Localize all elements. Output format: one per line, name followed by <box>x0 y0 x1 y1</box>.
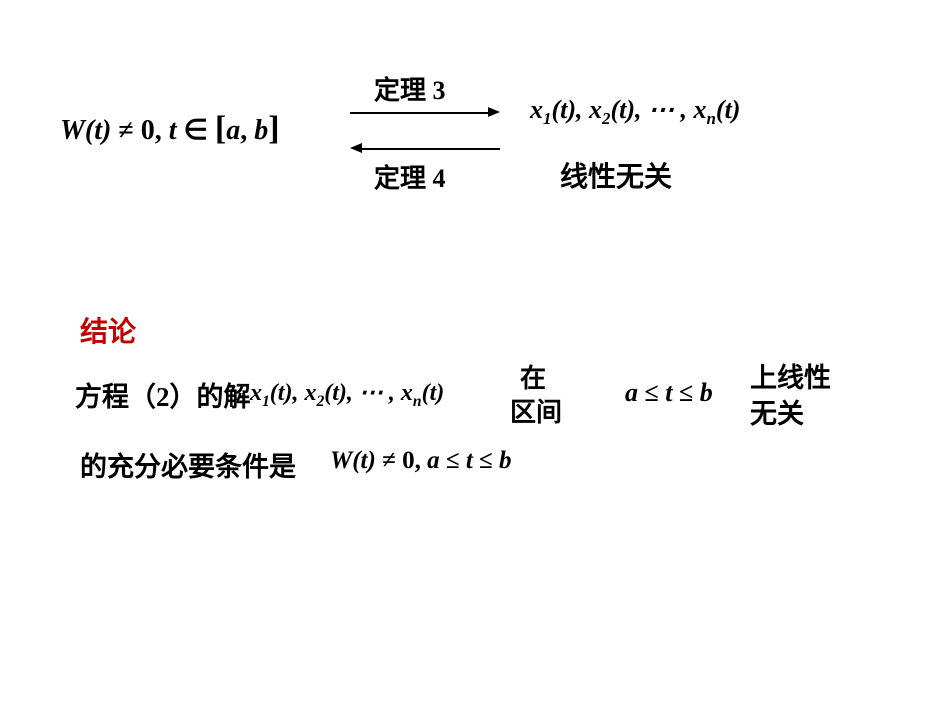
oftn: (t) <box>716 95 741 124</box>
conclusion-wuguan: 无关 <box>750 392 804 431</box>
sym-rbr: ] <box>268 110 279 147</box>
c-x2: x <box>304 380 316 406</box>
sym-of-t: (t) <box>85 115 111 146</box>
c-a: a <box>625 378 638 407</box>
c-b: b <box>700 378 713 407</box>
sym-W: W <box>60 115 85 146</box>
c2-neq: ≠ <box>376 447 402 474</box>
c2-W: W <box>330 447 352 474</box>
c-le2: ≤ <box>673 378 700 407</box>
sym-neq: ≠ <box>111 115 140 146</box>
c-xn: x <box>401 380 413 406</box>
c-le1: ≤ <box>638 378 665 407</box>
c-x1: x <box>250 380 262 406</box>
c2-a: a <box>427 447 440 474</box>
sym-zero: 0, <box>141 115 169 146</box>
conclusion-line1-solutions: x1(t), x2(t), ⋯ , xn(t) <box>250 378 444 411</box>
c2-le2: ≤ <box>473 447 499 474</box>
c-oft2: (t), ⋯ , <box>324 380 401 406</box>
c2-oft: (t) <box>352 447 376 474</box>
conclusion-line2-prefix: 的充分必要条件是 <box>80 445 296 484</box>
solution-list-expr: x1(t), x2(t), ⋯ , xn(t) <box>530 95 740 129</box>
oft2: (t), ⋯ , <box>610 95 693 124</box>
c2-t: t <box>466 447 473 474</box>
conclusion-line2-expr: W(t) ≠ 0, a ≤ t ≤ b <box>330 447 512 475</box>
conclusion-qujian: 区间 <box>510 392 562 429</box>
conclusion-label: 结论 <box>80 310 136 350</box>
sym-comma: , <box>240 115 254 146</box>
xn: x <box>694 95 707 124</box>
linear-indep-label: 线性无关 <box>560 155 672 195</box>
c-s1: 1 <box>262 393 270 410</box>
theorem3-label: 定理 3 <box>374 70 446 107</box>
conclusion-line1-prefix: 方程（2）的解 <box>75 375 251 414</box>
c-t: t <box>665 378 672 407</box>
c-sn: n <box>413 393 422 410</box>
sym-a: a <box>226 115 240 146</box>
c2-zero: 0, <box>402 447 427 474</box>
conclusion-shangxianxing: 上线性 <box>750 356 831 395</box>
arrow-bottom-head <box>350 143 362 153</box>
c-oftn: (t) <box>422 380 445 406</box>
sym-lbr: [ <box>215 110 226 147</box>
oft1: (t), <box>551 95 589 124</box>
conclusion-zai: 在 <box>520 358 546 395</box>
arrow-top-line <box>350 112 490 114</box>
c-oft1: (t), <box>270 380 305 406</box>
theorem4-label: 定理 4 <box>374 158 446 195</box>
arrow-bottom-line <box>360 148 500 150</box>
sym-in: ∈ <box>177 115 215 146</box>
c2-le1: ≤ <box>440 447 466 474</box>
sn: n <box>707 109 716 128</box>
sym-b: b <box>254 115 268 146</box>
x1: x <box>530 95 543 124</box>
sym-t: t <box>169 115 177 146</box>
conclusion-interval: a ≤ t ≤ b <box>625 378 713 408</box>
x2: x <box>589 95 602 124</box>
arrow-top-head <box>488 107 500 117</box>
c2-b: b <box>499 447 512 474</box>
wronskian-nonzero-expr: W(t) ≠ 0, t ∈ [a, b] <box>60 110 280 148</box>
